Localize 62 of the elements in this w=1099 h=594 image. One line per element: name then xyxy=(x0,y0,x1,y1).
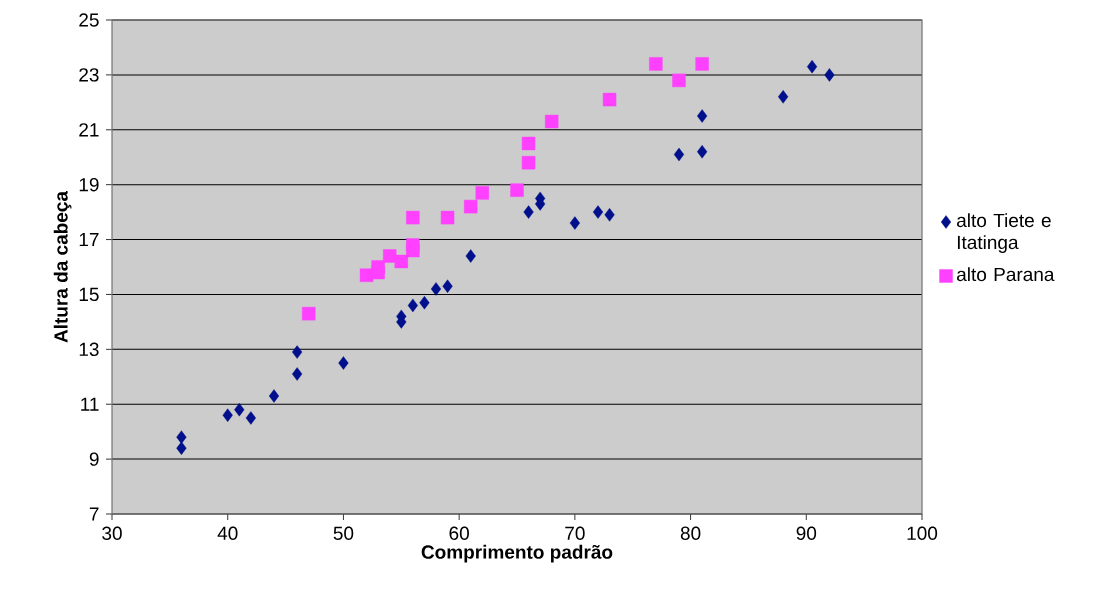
y-tick-label: 11 xyxy=(81,397,99,411)
point xyxy=(673,147,685,162)
point xyxy=(672,73,686,88)
point xyxy=(407,298,418,313)
point xyxy=(510,183,524,197)
point xyxy=(268,389,280,403)
point xyxy=(176,441,187,455)
point xyxy=(604,208,615,222)
point xyxy=(394,254,408,269)
point xyxy=(545,114,559,129)
x-tick-label: 90 xyxy=(796,526,817,540)
x-tick-label: 100 xyxy=(907,526,938,540)
x-tick-label: 70 xyxy=(565,526,585,540)
point xyxy=(176,430,187,444)
y-tick-label: 7 xyxy=(89,507,99,521)
y-tick-label: 17 xyxy=(79,233,99,247)
point xyxy=(371,265,385,280)
y-axis-title: Altura da cabeça xyxy=(53,190,72,343)
point xyxy=(234,403,245,417)
point xyxy=(302,306,316,321)
y-tick-label: 9 xyxy=(89,452,99,466)
point xyxy=(521,136,536,151)
point xyxy=(569,216,580,230)
x-tick-label: 60 xyxy=(449,526,469,540)
point xyxy=(440,210,455,225)
point xyxy=(465,249,476,263)
x-tick-label: 30 xyxy=(102,526,122,540)
point xyxy=(442,279,453,293)
point xyxy=(292,345,303,359)
point xyxy=(245,411,256,425)
point xyxy=(338,356,349,370)
point xyxy=(430,282,442,296)
legend-label: alto Parana xyxy=(957,267,1055,282)
point xyxy=(602,92,617,107)
point xyxy=(419,295,430,310)
point xyxy=(523,205,534,219)
point xyxy=(475,186,489,200)
y-tick-label: 25 xyxy=(79,13,99,27)
point xyxy=(649,57,663,71)
point xyxy=(222,408,233,422)
point xyxy=(807,59,818,74)
point xyxy=(406,210,420,225)
y-tick-label: 15 xyxy=(79,287,99,302)
y-tick-label: 23 xyxy=(79,68,99,82)
point xyxy=(824,68,835,82)
x-tick-label: 50 xyxy=(333,526,354,540)
point xyxy=(695,57,709,71)
y-tick-label: 13 xyxy=(79,342,99,357)
point xyxy=(697,109,708,123)
x-tick-label: 40 xyxy=(217,526,238,540)
y-tick-label: 21 xyxy=(79,123,99,137)
point xyxy=(292,367,303,381)
point xyxy=(697,145,708,159)
x-tick-label: 80 xyxy=(680,526,701,540)
y-tick-label: 19 xyxy=(79,177,99,192)
point xyxy=(521,156,536,170)
point xyxy=(778,90,789,104)
point xyxy=(464,199,478,214)
legend-label: alto Tiete e Itatinga xyxy=(957,213,1051,253)
point xyxy=(406,243,420,258)
x-axis-title: Comprimento padrão xyxy=(421,544,613,563)
point xyxy=(592,205,604,219)
